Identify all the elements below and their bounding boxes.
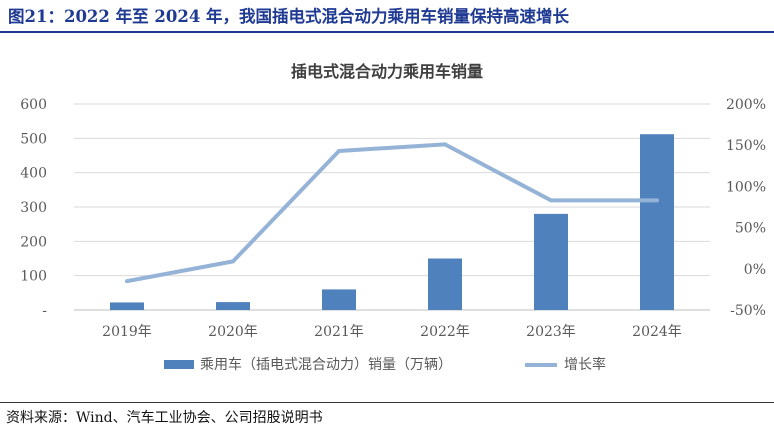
bar [428,258,462,310]
growth-point [655,198,659,203]
right-axis-ticks: 200% 150% 100% 50% 0% -50% [726,97,766,319]
right-tick-label: 50% [735,221,766,237]
x-tick-label: 2019年 [102,324,152,340]
right-tick-label: 200% [726,97,766,113]
source-note: 资料来源：Wind、汽车工业协会、公司招股说明书 [6,410,323,426]
left-tick-label: 200 [20,234,47,250]
growth-point [549,198,553,203]
x-tick-label: 2022年 [420,324,470,340]
x-axis-ticks: 2019年 2020年 2021年 2022年 2023年 2024年 [102,324,682,340]
right-tick-label: 0% [744,262,766,278]
gridlines [74,103,710,311]
x-tick-label: 2024年 [632,324,682,340]
legend-bar-swatch [164,360,194,369]
line-series [125,142,659,284]
chart-title: 插电式混合动力乘用车销量 [291,62,483,81]
left-tick-label: 600 [20,97,47,113]
bar [322,289,356,310]
legend-line-label: 增长率 [564,356,606,373]
chart: 插电式混合动力乘用车销量 600 500 400 300 200 100 - 200% 150… [20,62,766,373]
x-tick-label: 2023年 [526,324,576,340]
bar-series [110,134,674,310]
bar [534,213,568,310]
left-tick-label: 500 [20,131,47,147]
title-rule [0,31,774,33]
growth-point [231,259,235,264]
growth-point [443,142,447,147]
source-rule [0,402,774,403]
x-tick-label: 2021年 [314,324,364,340]
right-tick-label: 100% [726,179,766,195]
left-tick-label: - [42,303,47,319]
left-tick-label: 400 [20,166,47,182]
right-tick-label: -50% [730,303,766,319]
growth-line [125,142,659,284]
right-tick-label: 150% [726,138,766,154]
x-tick-label: 2020年 [208,324,258,340]
left-tick-label: 300 [20,200,47,216]
growth-point [337,148,341,153]
bar [640,134,674,310]
legend: 乘用车（插电式混合动力）销量（万辆） 增长率 [164,356,606,373]
legend-bar-label: 乘用车（插电式混合动力）销量（万辆） [200,356,452,373]
growth-point [125,279,129,284]
left-tick-label: 100 [20,269,47,285]
left-axis-ticks: 600 500 400 300 200 100 - [20,97,47,319]
figure-title: 图21：2022 年至 2024 年，我国插电式混合动力乘用车销量保持高速增长 [8,7,570,26]
bar [110,302,144,310]
bar [216,302,250,310]
